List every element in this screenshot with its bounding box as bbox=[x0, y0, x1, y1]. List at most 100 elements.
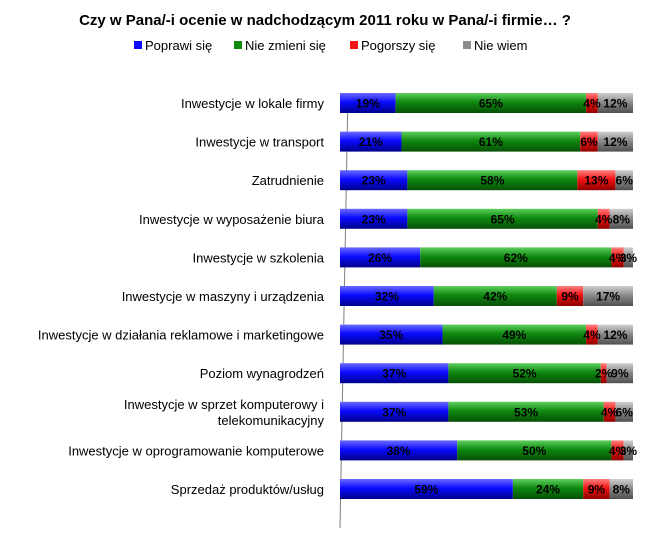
legend-label-poprawi-sie: Poprawi się bbox=[145, 38, 212, 53]
bar-nie-wiem bbox=[597, 131, 633, 152]
legend-swatch-nie-wiem bbox=[463, 41, 471, 49]
bar-nie-wiem bbox=[615, 401, 633, 422]
legend-swatch-poprawi-sie bbox=[134, 41, 142, 49]
legend-swatch-nie-zmieni-sie bbox=[234, 41, 242, 49]
bar-pogorszy-sie bbox=[603, 401, 616, 422]
data-label-poprawi-sie: 38% bbox=[387, 444, 411, 458]
data-label-nie-zmieni-sie: 42% bbox=[483, 290, 507, 304]
bar-pogorszy-sie bbox=[583, 479, 610, 499]
bar-nie-wiem bbox=[609, 208, 633, 229]
bar-poprawi-sie bbox=[340, 93, 396, 113]
chart-title: Czy w Pana/-i ocenie w nadchodzącym 2011… bbox=[79, 12, 571, 29]
category-label: Sprzedaż produktów/usług bbox=[171, 482, 324, 497]
data-label-poprawi-sie: 26% bbox=[368, 251, 392, 265]
bar-poprawi-sie bbox=[340, 363, 449, 384]
data-label-pogorszy-sie: 4% bbox=[595, 212, 613, 226]
data-label-poprawi-sie: 19% bbox=[356, 97, 380, 111]
data-label-poprawi-sie: 37% bbox=[382, 405, 406, 419]
data-label-pogorszy-sie: 4% bbox=[609, 444, 627, 458]
bar-nie-wiem bbox=[583, 286, 633, 306]
category-labels: Inwestycje w lokale firmy Inwestycje w tr… bbox=[38, 96, 325, 497]
category-label: Zatrudnienie bbox=[252, 173, 324, 188]
legend-label-nie-zmieni-sie: Nie zmieni się bbox=[245, 38, 326, 53]
bar-pogorszy-sie bbox=[586, 93, 598, 113]
bar-pogorszy-sie bbox=[611, 247, 624, 268]
legend-label-pogorszy-sie: Pogorszy się bbox=[361, 38, 435, 53]
category-label: Inwestycje w działania reklamowe i marke… bbox=[38, 328, 324, 343]
data-label-nie-wiem: 3% bbox=[620, 251, 638, 265]
legend-swatch-pogorszy-sie bbox=[350, 41, 358, 49]
data-label-pogorszy-sie: 4% bbox=[583, 97, 601, 111]
bar-poprawi-sie bbox=[340, 479, 513, 499]
data-label-poprawi-sie: 32% bbox=[375, 290, 399, 304]
data-label-nie-wiem: 9% bbox=[611, 367, 629, 381]
data-label-pogorszy-sie: 4% bbox=[609, 251, 627, 265]
data-label-poprawi-sie: 21% bbox=[359, 135, 383, 149]
bar-pogorszy-sie bbox=[597, 208, 610, 229]
data-label-pogorszy-sie: 9% bbox=[561, 290, 579, 304]
bar-poprawi-sie bbox=[340, 247, 421, 268]
data-label-nie-wiem: 8% bbox=[613, 483, 631, 497]
bar-nie-wiem bbox=[623, 247, 633, 268]
data-label-nie-zmieni-sie: 53% bbox=[514, 405, 538, 419]
category-label: Inwestycje w transport bbox=[195, 135, 324, 150]
category-label: Poziom wynagrodzeń bbox=[200, 366, 324, 381]
data-label-pogorszy-sie: 4% bbox=[601, 405, 619, 419]
data-label-nie-wiem: 6% bbox=[616, 174, 634, 188]
data-label-pogorszy-sie: 13% bbox=[584, 174, 608, 188]
legend: Poprawi się Nie zmieni się Pogorszy się Nie… bbox=[134, 38, 527, 53]
bar-nie-wiem bbox=[597, 324, 633, 345]
bar-nie-wiem bbox=[597, 93, 633, 113]
category-label: Inwestycje w szkolenia bbox=[193, 250, 325, 265]
data-label-pogorszy-sie: 9% bbox=[588, 483, 606, 497]
data-label-nie-wiem: 6% bbox=[616, 405, 634, 419]
data-label-nie-zmieni-sie: 52% bbox=[513, 367, 537, 381]
data-label-nie-wiem: 12% bbox=[603, 97, 627, 111]
bar-nie-wiem bbox=[623, 440, 633, 461]
data-label-nie-zmieni-sie: 24% bbox=[536, 483, 560, 497]
bar-nie-zmieni-sie bbox=[401, 131, 581, 152]
data-label-nie-zmieni-sie: 65% bbox=[479, 97, 503, 111]
data-label-pogorszy-sie: 4% bbox=[583, 328, 601, 342]
bar-poprawi-sie bbox=[340, 286, 434, 306]
data-label-nie-zmieni-sie: 62% bbox=[504, 251, 528, 265]
legend-label-nie-wiem: Nie wiem bbox=[474, 38, 527, 53]
bar-nie-wiem bbox=[609, 479, 633, 499]
bar-pogorszy-sie bbox=[611, 440, 624, 461]
category-label: Inwestycje w sprzet komputerowy i telekom… bbox=[124, 397, 325, 428]
category-label: Inwestycje w wyposażenie biura bbox=[139, 212, 325, 227]
data-label-poprawi-sie: 35% bbox=[379, 328, 403, 342]
bar-pogorszy-sie bbox=[586, 324, 598, 345]
category-label: Inwestycje w oprogramowanie komputerowe bbox=[68, 443, 324, 458]
bar-pogorszy-sie bbox=[580, 131, 598, 152]
bar-nie-zmieni-sie bbox=[448, 363, 601, 384]
data-label-poprawi-sie: 59% bbox=[414, 483, 438, 497]
bar-nie-zmieni-sie bbox=[442, 324, 587, 345]
bar-nie-zmieni-sie bbox=[395, 93, 587, 113]
bar-poprawi-sie bbox=[340, 170, 408, 191]
data-label-nie-wiem: 12% bbox=[603, 135, 627, 149]
bar-nie-zmieni-sie bbox=[512, 479, 584, 499]
bar-nie-zmieni-sie bbox=[407, 208, 598, 229]
bar-nie-wiem bbox=[615, 170, 633, 191]
bar-poprawi-sie bbox=[340, 324, 443, 345]
data-label-pogorszy-sie: 2% bbox=[595, 367, 613, 381]
data-label-nie-zmieni-sie: 58% bbox=[480, 174, 504, 188]
category-label: Inwestycje w maszyny i urządzenia bbox=[122, 289, 325, 304]
data-label-pogorszy-sie: 6% bbox=[580, 135, 598, 149]
bar-poprawi-sie bbox=[340, 440, 458, 461]
data-label-nie-zmieni-sie: 61% bbox=[479, 135, 503, 149]
data-label-nie-wiem: 12% bbox=[603, 328, 627, 342]
data-labels: 19% 65% 4% 12%21% 61% 6% 12%23% 58% 13% 6%23% 65% 4… bbox=[356, 97, 638, 497]
data-label-nie-wiem: 17% bbox=[596, 290, 620, 304]
bars bbox=[340, 93, 633, 499]
data-label-poprawi-sie: 23% bbox=[362, 174, 386, 188]
bar-poprawi-sie bbox=[340, 131, 402, 152]
data-label-nie-zmieni-sie: 65% bbox=[491, 212, 515, 226]
bar-pogorszy-sie bbox=[577, 170, 616, 191]
bar-poprawi-sie bbox=[340, 208, 408, 229]
bar-nie-zmieni-sie bbox=[407, 170, 578, 191]
category-label: Inwestycje w lokale firmy bbox=[181, 96, 325, 111]
bar-pogorszy-sie bbox=[556, 286, 584, 306]
data-label-nie-zmieni-sie: 49% bbox=[502, 328, 526, 342]
